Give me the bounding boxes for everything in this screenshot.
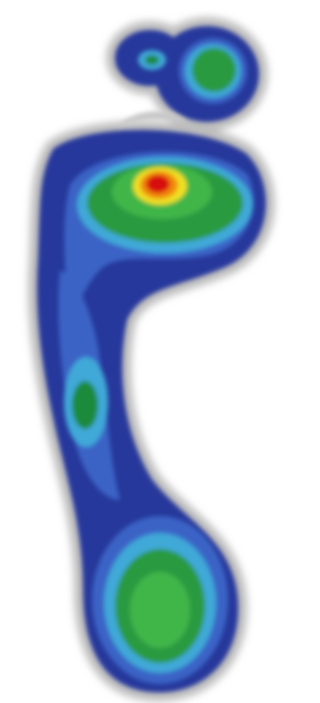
heel-light-green [130,572,190,648]
foot-pressure-map [0,0,284,703]
page [0,0,284,703]
ball-red [146,175,170,193]
small-toe-green [145,55,159,65]
midfoot-green [72,381,98,429]
big-toe-green [192,48,236,92]
